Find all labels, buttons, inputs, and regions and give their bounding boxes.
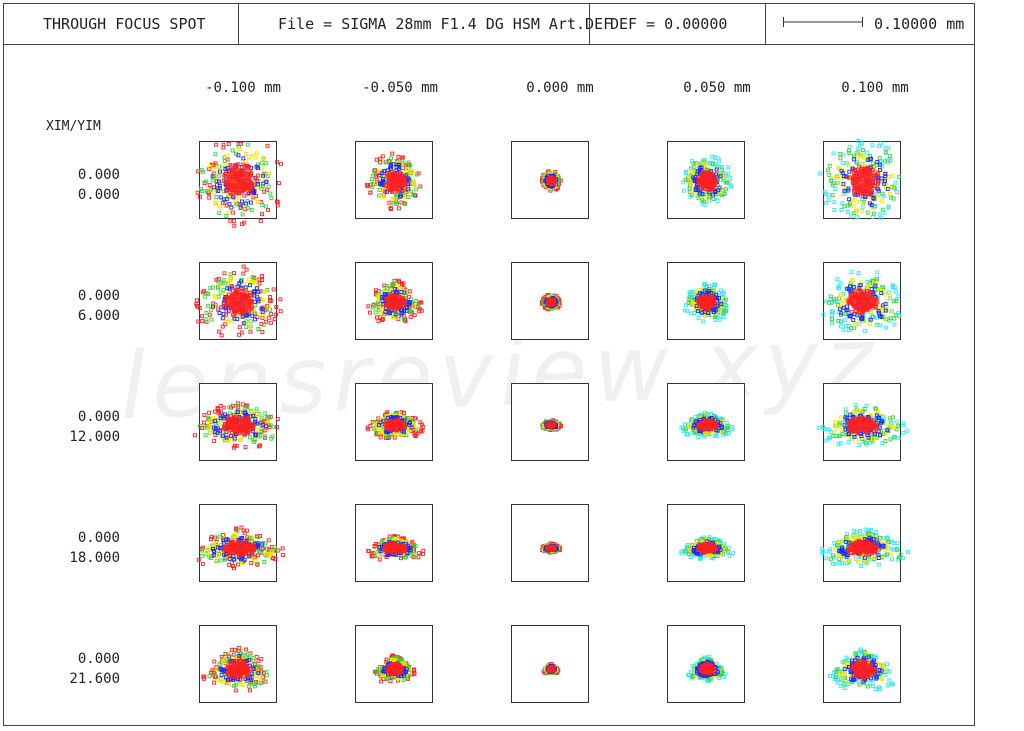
spot-diagram bbox=[667, 262, 745, 340]
spot-diagram bbox=[511, 625, 589, 703]
spot-pattern bbox=[679, 535, 736, 561]
spot-pattern bbox=[194, 264, 283, 338]
row-xim: 0.000 bbox=[77, 651, 120, 667]
scale-value: 0.10000 mm bbox=[874, 14, 965, 33]
spot-diagram bbox=[667, 504, 745, 582]
spot-diagram bbox=[355, 262, 433, 340]
spot-pattern bbox=[201, 645, 269, 693]
spot-diagram bbox=[511, 141, 589, 219]
row-xim: 0.000 bbox=[77, 530, 120, 546]
spot-diagram bbox=[511, 262, 589, 340]
spot-diagram bbox=[511, 504, 589, 582]
column-label-defocus: -0.050 mm bbox=[362, 80, 438, 96]
spot-pattern bbox=[681, 154, 734, 207]
axis-title: XIM/YIM bbox=[46, 119, 101, 134]
spot-diagram bbox=[355, 625, 433, 703]
spot-pattern bbox=[679, 410, 735, 439]
header-divider bbox=[238, 3, 239, 44]
spot-diagram bbox=[816, 383, 910, 461]
spot-diagram bbox=[355, 141, 433, 219]
row-yim: 6.000 bbox=[77, 308, 120, 324]
row-yim: 21.600 bbox=[69, 671, 120, 687]
column-label-defocus: 0.100 mm bbox=[841, 80, 909, 96]
spot-diagram bbox=[818, 138, 902, 220]
spot-pattern bbox=[820, 527, 910, 568]
plot-title: THROUGH FOCUS SPOT bbox=[43, 14, 206, 33]
spot-pattern bbox=[683, 281, 729, 324]
spot-pattern bbox=[818, 138, 902, 220]
spot-diagram bbox=[355, 383, 433, 461]
column-label-defocus: -0.100 mm bbox=[205, 80, 281, 96]
column-label-defocus: 0.050 mm bbox=[683, 80, 751, 96]
spot-diagram bbox=[820, 504, 910, 582]
row-label: 0.000 21.600 bbox=[40, 649, 120, 689]
spot-diagram bbox=[193, 383, 280, 461]
defocus-value: DEF = 0.00000 bbox=[610, 14, 728, 33]
row-label: 0.000 0.000 bbox=[40, 165, 120, 205]
row-yim: 0.000 bbox=[77, 187, 120, 203]
header-divider bbox=[765, 3, 766, 44]
spot-pattern bbox=[540, 541, 562, 555]
row-label: 0.000 18.000 bbox=[40, 528, 120, 568]
spot-pattern bbox=[373, 653, 417, 684]
spot-diagram bbox=[823, 625, 901, 703]
spot-diagram bbox=[821, 262, 902, 340]
row-yim: 18.000 bbox=[69, 550, 120, 566]
spot-pattern bbox=[366, 278, 424, 324]
spot-pattern bbox=[540, 169, 563, 193]
spot-diagram bbox=[667, 141, 745, 219]
spot-diagram bbox=[199, 625, 277, 703]
spot-pattern bbox=[828, 647, 895, 691]
spot-pattern bbox=[365, 151, 423, 211]
spot-diagram bbox=[196, 504, 286, 582]
row-xim: 0.000 bbox=[77, 167, 120, 183]
spot-pattern bbox=[539, 292, 562, 312]
column-label-defocus: 0.000 mm bbox=[526, 80, 594, 96]
spot-diagram bbox=[195, 141, 283, 228]
spot-pattern bbox=[686, 654, 728, 683]
row-label: 0.000 12.000 bbox=[40, 407, 120, 447]
spot-diagram bbox=[667, 383, 745, 461]
spot-pattern bbox=[540, 418, 564, 432]
spot-pattern bbox=[196, 525, 286, 571]
row-label: 0.000 6.000 bbox=[40, 286, 120, 326]
spot-diagram bbox=[355, 504, 433, 582]
spot-pattern bbox=[366, 534, 426, 562]
row-yim: 12.000 bbox=[69, 429, 120, 445]
spot-diagram bbox=[194, 262, 283, 340]
row-xim: 0.000 bbox=[77, 288, 120, 304]
row-xim: 0.000 bbox=[77, 409, 120, 425]
spot-pattern bbox=[365, 410, 426, 441]
spot-pattern bbox=[195, 141, 283, 228]
figure-frame bbox=[3, 3, 975, 726]
spot-pattern bbox=[821, 270, 902, 333]
spot-pattern bbox=[816, 403, 910, 447]
header-bar: THROUGH FOCUS SPOT File = SIGMA 28mm F1.… bbox=[3, 3, 975, 45]
spot-pattern bbox=[541, 662, 561, 675]
scale-bar-icon bbox=[783, 17, 863, 27]
spot-pattern bbox=[193, 401, 280, 450]
file-name: File = SIGMA 28mm F1.4 DG HSM Art.DEF bbox=[278, 14, 613, 33]
spot-diagram bbox=[511, 383, 589, 461]
header-divider bbox=[589, 3, 590, 44]
spot-diagram bbox=[667, 625, 745, 703]
